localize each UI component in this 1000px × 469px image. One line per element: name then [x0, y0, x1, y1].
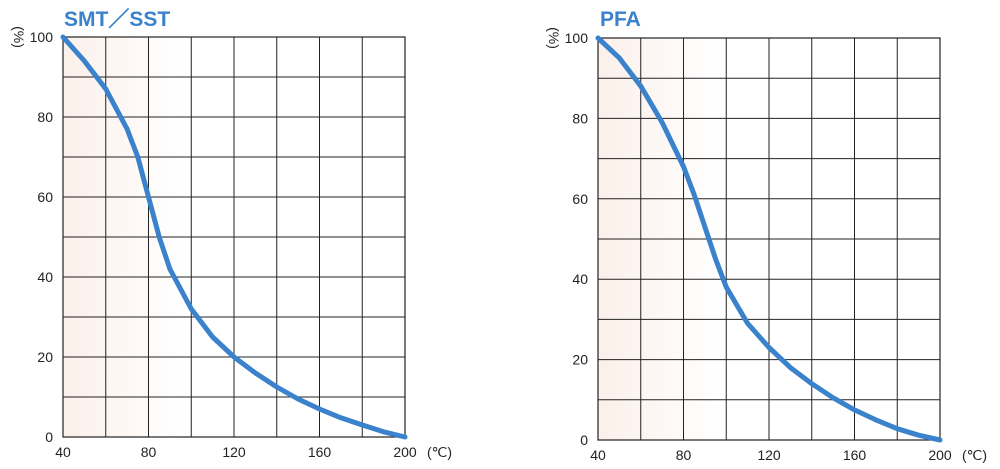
y-tick-label: 80	[37, 109, 53, 125]
y-tick-label: 60	[37, 189, 53, 205]
x-tick-label: 80	[676, 447, 692, 463]
y-tick-label: 0	[580, 432, 588, 448]
chart-title: SMT／SST	[64, 7, 170, 31]
chart-title: PFA	[600, 8, 641, 31]
y-tick-label: 40	[37, 269, 53, 285]
plot-frame	[597, 37, 941, 441]
x-tick-label: 120	[222, 444, 246, 460]
x-tick-label: 40	[55, 444, 71, 460]
x-tick-label: 200	[393, 444, 417, 460]
y-unit-label: (%)	[546, 27, 562, 49]
x-unit-label: (℃)	[962, 447, 987, 463]
y-tick-label: 100	[565, 30, 589, 46]
series-line	[60, 34, 408, 440]
chart-panel-1: SMT／SST 0 20 40 60 80 100 40 80 120 160 200 (%) (℃)	[11, 7, 452, 460]
x-tick-label: 40	[590, 447, 606, 463]
y-tick-label: 60	[572, 191, 588, 207]
x-tick-label: 120	[757, 447, 781, 463]
x-tick-label: 200	[928, 447, 952, 463]
y-tick-label: 80	[572, 110, 588, 126]
series-line	[595, 35, 943, 443]
x-tick-label: 160	[843, 447, 867, 463]
chart-panel-2: PFA 0 20 40 60 80 100 40 80 120 160 200 (%) (℃)	[546, 8, 987, 463]
y-tick-label: 20	[572, 352, 588, 368]
x-tick-label: 80	[141, 444, 157, 460]
y-tick-label: 0	[45, 429, 53, 445]
y-tick-label: 20	[37, 349, 53, 365]
y-unit-label: (%)	[11, 26, 27, 48]
y-tick-label: 40	[572, 271, 588, 287]
y-tick-label: 100	[30, 29, 54, 45]
plot-frame	[62, 36, 406, 438]
x-tick-label: 160	[308, 444, 332, 460]
x-unit-label: (℃)	[427, 444, 452, 460]
